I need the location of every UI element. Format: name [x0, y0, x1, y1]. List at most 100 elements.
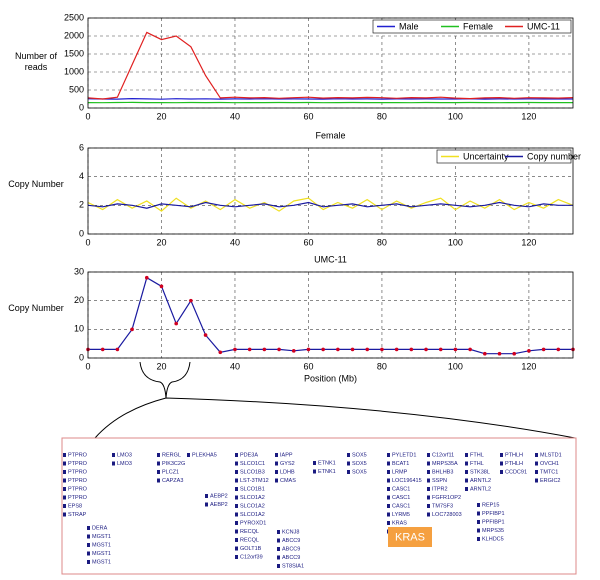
gene-label: ABCC9 — [282, 555, 300, 561]
gene-label: KLHDC5 — [482, 536, 504, 542]
x-tick-label: 120 — [521, 237, 536, 247]
marker — [380, 347, 384, 352]
series-line — [87, 201, 573, 209]
gene-glyph — [112, 453, 115, 457]
gene-glyph — [535, 478, 538, 483]
gene-label: C12orf39 — [240, 554, 263, 560]
gene-glyph — [235, 521, 238, 525]
gene-glyph — [157, 461, 160, 466]
gene-label: SLCO1A2 — [240, 512, 265, 518]
gene-label: ARNTL2 — [470, 486, 491, 492]
gene-label: PTHLH — [505, 461, 523, 467]
gene-glyph — [387, 470, 390, 474]
gene-glyph — [427, 461, 430, 466]
gene-label: C12orf11 — [432, 452, 454, 458]
gene-label: SSPN — [432, 478, 447, 484]
gene-glyph — [275, 453, 278, 457]
marker — [291, 349, 296, 353]
gene-label: AEBP2 — [210, 493, 228, 499]
gene-labels: PTPRO PTPRO PTPRO PTPRO PTPRO PTPRO EPS8 STRAP D… — [63, 452, 562, 569]
marker — [130, 327, 134, 332]
gene-glyph — [205, 494, 208, 498]
gene-label: CASC1 — [392, 503, 410, 509]
gene-label: AEBP2 — [210, 502, 228, 508]
marker — [453, 347, 458, 352]
marker — [218, 350, 223, 355]
y-tick-label: 10 — [74, 324, 84, 334]
gene-glyph — [427, 470, 430, 474]
gene-glyph — [465, 478, 468, 483]
gene-label: GYS2 — [280, 461, 295, 467]
gene-label: ABCC9 — [282, 538, 300, 544]
marker — [556, 347, 561, 352]
y-tick-label: 20 — [74, 295, 84, 305]
gene-label: ST8SIA1 — [282, 563, 304, 569]
gene-label: FTHL — [470, 461, 484, 467]
y-tick-label: 2500 — [64, 12, 84, 22]
y-axis-label: Copy Number — [8, 179, 64, 189]
gene-glyph — [87, 560, 90, 564]
gene-label: FGFR1OP2 — [432, 495, 461, 501]
gene-glyph — [235, 487, 238, 491]
gene-glyph — [235, 470, 238, 474]
legend-label: Uncertainty — [463, 151, 509, 161]
x-tick-label: 60 — [303, 111, 313, 121]
gene-label: CAPZA3 — [162, 478, 183, 484]
gene-label: MGST1 — [92, 534, 111, 540]
gene-label: PYLETD1 — [392, 452, 416, 458]
gene-label: LMO3 — [117, 452, 132, 458]
axes-frame — [87, 17, 574, 109]
highlight-box — [388, 527, 432, 547]
gene-label: MRPS35 — [482, 528, 504, 534]
marker — [115, 347, 120, 352]
gene-label: SOX5 — [352, 469, 367, 475]
y-tick-label: 4 — [79, 171, 84, 181]
gene-label: ERGIC2 — [540, 478, 560, 484]
gene-label: LMO3 — [117, 461, 132, 467]
gene-label: RERGL — [162, 452, 181, 458]
gene-label: KCNJ8 — [282, 529, 299, 535]
marker — [350, 347, 355, 352]
gene-glyph — [277, 538, 280, 543]
plot-area — [88, 272, 573, 358]
gene-label: PTHLH — [505, 452, 523, 458]
gene-label: REP15 — [482, 502, 499, 508]
gene-label: DERA — [92, 525, 108, 531]
gene-glyph — [63, 478, 66, 483]
gene-glyph — [500, 461, 503, 466]
gene-label: PTPRO — [68, 495, 88, 501]
y-axis-label: Number of reads — [14, 51, 58, 72]
x-tick-label: 80 — [377, 111, 387, 121]
gene-glyph — [477, 503, 480, 507]
marker — [336, 347, 340, 352]
gene-label: MGST1 — [92, 551, 111, 557]
gene-glyph — [235, 555, 238, 559]
gene-glyph — [535, 453, 538, 457]
y-tick-label: 2000 — [64, 30, 84, 40]
gene-label: LST-3TM12 — [240, 478, 269, 484]
marker — [527, 349, 531, 353]
gene-label: TM7SF3 — [432, 503, 453, 509]
gene-glyph — [277, 547, 280, 551]
gene-label: LRMP — [392, 469, 408, 475]
legend-label: UMC-11 — [527, 21, 560, 31]
gene-label: EPS8 — [68, 503, 82, 509]
y-tick-label: 0 — [79, 228, 84, 238]
x-axis-label: Position (Mb) — [304, 373, 357, 383]
gene-label: ARNTL2 — [470, 478, 491, 484]
x-tick-label: 100 — [448, 111, 463, 121]
gene-glyph — [313, 469, 316, 474]
gene-label: ETNK1 — [318, 469, 336, 475]
y-tick-label: 500 — [69, 84, 84, 94]
gene-glyph — [87, 534, 90, 539]
gene-label: BHLHB3 — [432, 469, 453, 475]
gene-label: STRAP — [68, 512, 87, 518]
gene-label: RECQL — [240, 537, 259, 543]
axes-frame — [87, 271, 574, 359]
gene-label: LDHB — [280, 469, 295, 475]
gene-glyph — [63, 461, 66, 466]
gene-glyph — [387, 495, 390, 500]
gene-glyph — [387, 478, 390, 483]
gene-label: MGST1 — [92, 542, 111, 548]
